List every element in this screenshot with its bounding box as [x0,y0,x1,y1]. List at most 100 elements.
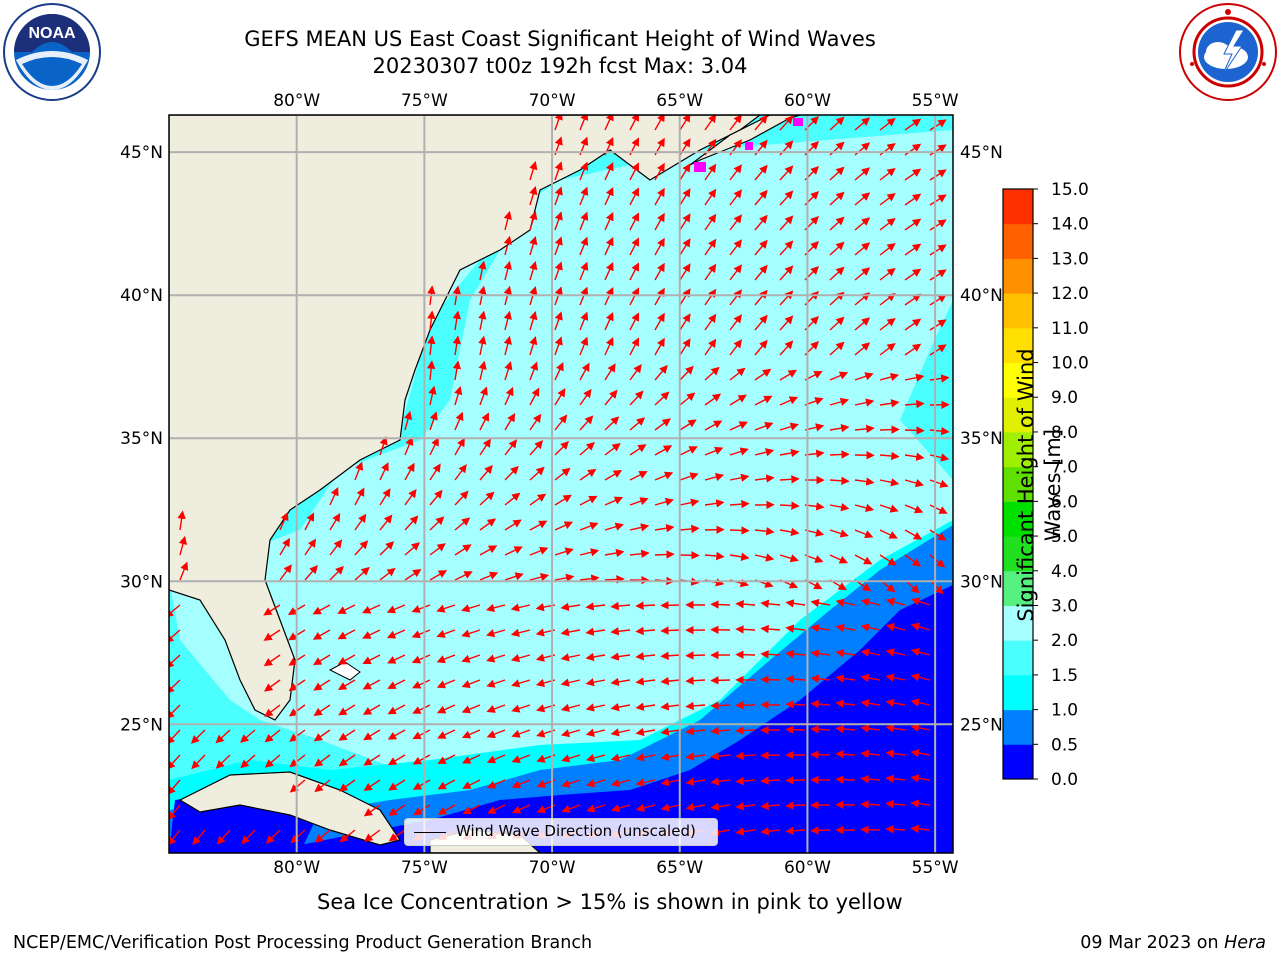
wind-arrow [579,286,589,306]
wind-arrow [635,677,656,686]
wind-arrow [479,518,497,531]
wind-arrow [579,442,595,456]
wind-arrow [904,399,925,409]
wind-arrow [313,729,331,742]
colorbar-segment [1003,431,1033,468]
wind-arrow [779,396,799,406]
wind-arrow [529,520,548,531]
wind-arrow [169,704,181,720]
wind-arrow [785,801,806,810]
wind-arrow [760,599,781,608]
wind-arrow [779,190,794,206]
wind-arrow [910,622,931,631]
wind-arrow [904,343,922,356]
wind-arrow [654,471,674,481]
colorbar-segment [1003,466,1033,502]
wind-arrow [635,803,656,812]
wind-arrow [910,698,931,707]
wind-arrow [754,422,774,431]
wind-arrow [629,237,640,256]
wind-arrow [729,473,750,482]
lon-tick-label-bottom: 70°W [529,858,576,878]
wind-arrow [428,385,437,406]
wind-arrow [779,527,800,537]
wind-arrow [479,491,495,506]
wind-arrow [529,236,538,256]
wind-arrow [779,315,794,331]
wind-arrow [427,285,436,306]
wind-arrow [660,778,681,787]
wind-arrow [411,604,431,613]
colorbar-label: Significant Height of Wind Waves [m] [1014,348,1065,622]
wind-arrow [436,654,456,664]
wind-arrow [685,752,706,761]
wind-arrow [561,779,581,788]
wind-arrow [436,704,456,714]
wind-arrow [461,729,481,739]
wind-arrow [604,186,614,206]
wind-arrow [362,704,381,715]
wind-arrow [454,490,469,506]
colorbar-segment [1003,293,1033,329]
wind-arrow [635,601,656,610]
wind-arrow [754,214,768,231]
wind-arrow [511,804,531,814]
wind-arrow [504,519,522,531]
wind-arrow [835,724,856,734]
wind-arrow [860,724,881,733]
wind-arrow [503,210,512,231]
wind-arrow [729,421,748,431]
wind-arrow [810,725,831,734]
wind-arrow [929,479,949,488]
wind-arrow [854,529,874,539]
wind-arrow [413,804,431,816]
wind-arrow [679,392,696,406]
sea-ice-patch [694,162,706,172]
wind-arrow [289,754,306,768]
wind-arrow [785,675,806,684]
wind-arrow [754,115,768,131]
wind-arrow [511,729,531,738]
wind-arrow [735,776,756,786]
wind-arrow [560,678,581,687]
wind-arrow [504,361,513,381]
wind-arrow [579,261,589,281]
wind-arrow [529,440,544,456]
lat-tick-label-left: 35°N [120,429,163,449]
wind-arrow [554,286,563,306]
wind-arrow [312,604,331,615]
wind-arrow [760,650,781,659]
wind-arrow [629,364,642,381]
wind-arrow [554,186,563,206]
wind-arrow [704,263,717,281]
wind-arrow [629,417,646,431]
wind-arrow [404,568,422,581]
colorbar-segment [1003,640,1033,676]
wind-arrow [879,317,896,331]
wind-arrow [560,729,581,738]
wind-arrow [510,628,531,637]
colorbar-tick-label: 7.0 [1051,458,1078,478]
wind-arrow [929,374,950,383]
wind-arrow [704,288,717,306]
wind-arrow [337,629,356,640]
wind-arrow [854,167,871,181]
wind-arrow [387,729,406,740]
wind-arrow [192,829,206,846]
wind-arrow [554,547,574,556]
sea-ice-patch [745,142,753,150]
wind-arrow [279,511,289,531]
wind-arrow [313,704,331,716]
wind-arrow [629,312,640,331]
wind-arrow [810,699,831,709]
wind-arrow [860,774,881,784]
wind-arrow [854,242,871,256]
wind-arrow [486,679,506,688]
wind-arrow [486,654,506,663]
wind-arrow [169,754,181,770]
wind-arrow [554,521,574,531]
wind-arrow [879,451,900,461]
wind-arrow [685,802,706,812]
wind-arrow [735,802,756,811]
colorbar-segment [1003,501,1033,537]
